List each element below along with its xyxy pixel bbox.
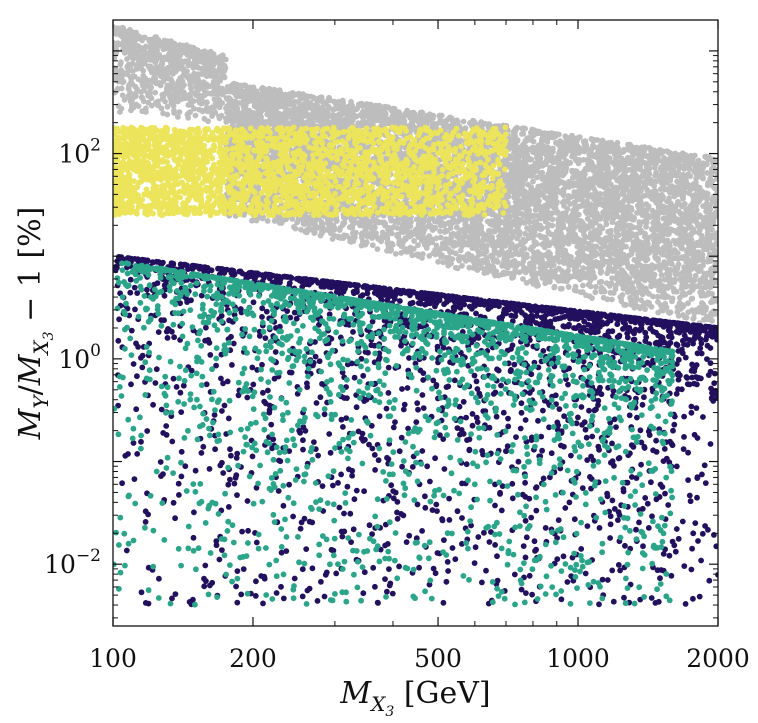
data-point — [520, 276, 526, 282]
data-point — [623, 243, 629, 250]
data-point — [411, 238, 417, 244]
data-point — [670, 167, 677, 173]
data-point — [609, 219, 616, 226]
data-point — [298, 226, 304, 233]
data-point — [443, 255, 450, 261]
data-point — [683, 206, 689, 213]
data-point — [152, 89, 159, 96]
data-point — [669, 295, 676, 302]
data-point — [607, 289, 614, 296]
data-point — [437, 234, 444, 241]
data-point — [569, 132, 575, 139]
data-point — [519, 261, 526, 267]
data-point — [394, 225, 401, 231]
data-point — [374, 246, 381, 253]
data-point — [674, 255, 681, 262]
data-point — [600, 294, 607, 301]
data-point — [440, 222, 447, 228]
data-point — [188, 85, 195, 92]
data-point — [138, 89, 145, 95]
data-point — [624, 260, 630, 266]
data-point — [141, 46, 147, 53]
data-point — [536, 128, 543, 135]
data-point — [408, 126, 415, 133]
data-point — [362, 241, 369, 248]
data-point — [445, 219, 452, 226]
data-point — [713, 241, 718, 248]
data-point — [593, 283, 599, 290]
data-point — [168, 76, 174, 83]
data-point — [711, 247, 718, 254]
data-point — [603, 280, 610, 287]
data-point — [531, 238, 538, 245]
data-point — [185, 114, 192, 121]
data-point — [536, 232, 543, 239]
data-point — [580, 282, 586, 289]
data-point — [551, 283, 558, 290]
data-point — [118, 85, 125, 92]
data-point — [702, 284, 709, 291]
data-point — [118, 105, 125, 112]
data-point — [714, 197, 718, 204]
data-points — [113, 24, 718, 608]
data-point — [515, 251, 522, 258]
data-point — [592, 289, 599, 296]
data-point — [679, 202, 685, 209]
data-point — [691, 229, 698, 235]
data-point — [437, 228, 443, 235]
data-point — [548, 231, 555, 238]
data-point — [512, 244, 519, 251]
data-point — [688, 236, 695, 243]
data-point — [460, 118, 467, 125]
data-point — [170, 70, 176, 77]
data-point — [135, 103, 142, 109]
data-point — [371, 224, 378, 231]
data-point — [604, 270, 611, 277]
data-point — [685, 309, 692, 316]
data-point — [192, 112, 199, 119]
data-point — [117, 61, 124, 68]
data-point — [446, 115, 452, 122]
data-point — [119, 92, 126, 99]
data-point — [398, 250, 405, 256]
data-point — [175, 114, 181, 120]
data-point — [259, 85, 266, 91]
data-point — [349, 230, 356, 237]
data-point — [619, 190, 625, 197]
data-point — [626, 167, 632, 173]
data-point — [392, 251, 399, 257]
data-point — [176, 109, 183, 115]
data-point — [696, 230, 702, 236]
data-point — [638, 297, 644, 304]
data-point — [679, 291, 686, 297]
data-point — [216, 113, 222, 120]
data-point — [586, 293, 593, 300]
data-point — [551, 155, 558, 162]
data-point — [523, 280, 530, 286]
data-point — [658, 272, 665, 278]
